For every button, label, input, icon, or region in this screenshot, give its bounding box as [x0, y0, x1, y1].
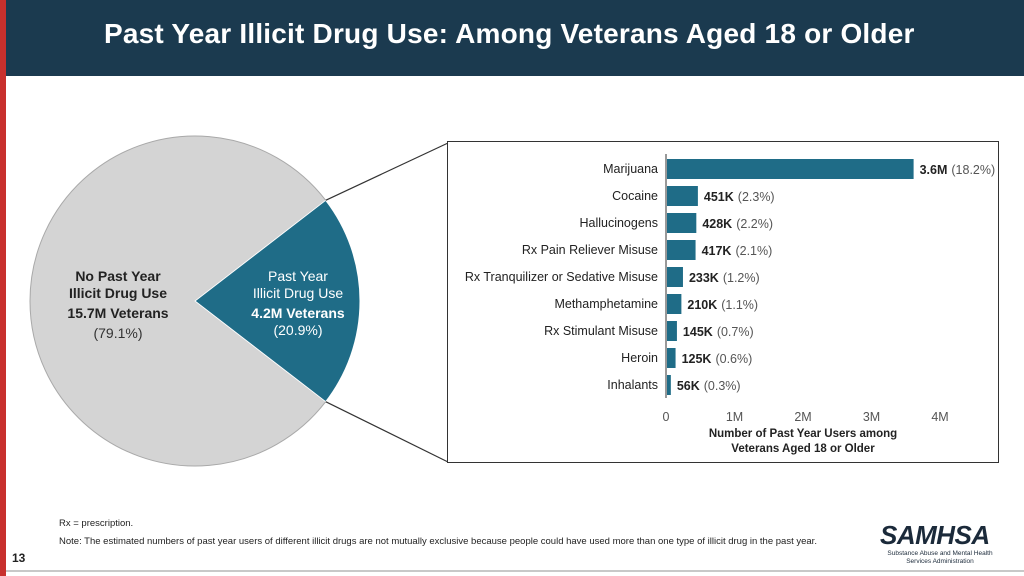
bar [667, 375, 671, 395]
x-tick-label: 2M [794, 410, 811, 424]
bar-percent-label: (1.1%) [721, 298, 758, 312]
pie-label-no-use-line2: Illicit Drug Use [69, 285, 167, 301]
bar [667, 267, 683, 287]
bar-percent-label: (1.2%) [723, 271, 760, 285]
bar [667, 159, 914, 179]
bar-percent-label: (0.3%) [704, 379, 741, 393]
bar-percent-label: (18.2%) [951, 163, 995, 177]
pie-label-use-line1: Past Year [268, 268, 328, 284]
x-tick-label: 1M [726, 410, 743, 424]
bar-value-label: 125K [682, 352, 712, 366]
bar [667, 186, 698, 206]
bar-value-label: 210K [687, 298, 717, 312]
bar-percent-label: (2.1%) [735, 244, 772, 258]
bar-category-label: Methamphetamine [554, 297, 658, 311]
x-tick-label: 4M [931, 410, 948, 424]
bottom-divider [6, 570, 1024, 572]
bar-category-label: Inhalants [607, 378, 658, 392]
bar-value-label: 417K [702, 244, 732, 258]
bar-data-label: 3.6M (18.2%) [920, 163, 996, 177]
bar-percent-label: (0.6%) [715, 352, 752, 366]
bar-data-label: 451K (2.3%) [704, 190, 775, 204]
bar-value-label: 56K [677, 379, 700, 393]
bar-value-label: 3.6M [920, 163, 948, 177]
x-tick-label: 0 [663, 410, 670, 424]
bar-value-label: 428K [702, 217, 732, 231]
slide-header: Past Year Illicit Drug Use: Among Vetera… [6, 0, 1024, 76]
pie-percent-no-use: (79.1%) [93, 325, 142, 341]
samhsa-logo: SAMHSA Substance Abuse and Mental Health… [880, 522, 1000, 570]
bar-category-label: Heroin [621, 351, 658, 365]
bar-value-label: 451K [704, 190, 734, 204]
page-title: Past Year Illicit Drug Use: Among Vetera… [104, 18, 915, 49]
logo-subtitle: Substance Abuse and Mental Health Servic… [887, 550, 993, 565]
bar-data-label: 145K (0.7%) [683, 325, 754, 339]
footnote-rx-definition: Rx = prescription. [59, 518, 134, 529]
bar-percent-label: (0.7%) [717, 325, 754, 339]
bar-data-label: 56K (0.3%) [677, 379, 741, 393]
bar [667, 294, 682, 314]
pie-value-use: 4.2M Veterans [251, 305, 345, 321]
pie-percent-use: (20.9%) [273, 322, 322, 338]
bar-data-label: 233K (1.2%) [689, 271, 760, 285]
footnote-note: Note: The estimated numbers of past year… [59, 536, 817, 547]
pie-slice-past-year-use [194, 199, 361, 403]
page-number: 13 [12, 551, 26, 565]
bar-category-label: Cocaine [612, 189, 658, 203]
bar-category-label: Rx Tranquilizer or Sedative Misuse [465, 270, 658, 284]
bar [667, 321, 677, 341]
bar-category-label: Rx Pain Reliever Misuse [522, 243, 658, 257]
bar-value-label: 233K [689, 271, 719, 285]
bar-percent-label: (2.2%) [736, 217, 773, 231]
bar [667, 213, 697, 233]
bar [667, 348, 676, 368]
pie-slice-no-use [29, 135, 327, 467]
logo-wordmark: SAMHSA [880, 520, 990, 550]
pie-value-no-use: 15.7M Veterans [67, 305, 168, 321]
bar-chart: Marijuana 3.6M (18.2%) Cocaine 451K (2.3%) Hal… [465, 154, 996, 455]
left-accent-bar [0, 0, 6, 576]
x-axis-title-line2: Veterans Aged 18 or Older [731, 443, 875, 455]
bar-percent-label: (2.3%) [738, 190, 775, 204]
bar-chart-panel: Marijuana 3.6M (18.2%) Cocaine 451K (2.3%) Hal… [447, 141, 999, 463]
pie-label-use-line2: Illicit Drug Use [253, 285, 343, 301]
bar [667, 240, 696, 260]
bar-category-label: Hallucinogens [579, 216, 658, 230]
x-axis-title-line1: Number of Past Year Users among [709, 428, 897, 440]
x-tick-label: 3M [863, 410, 880, 424]
pie-label-no-use-line1: No Past Year [75, 268, 161, 284]
bar-data-label: 210K (1.1%) [687, 298, 758, 312]
bar-data-label: 428K (2.2%) [702, 217, 773, 231]
bar-value-label: 145K [683, 325, 713, 339]
bar-category-label: Rx Stimulant Misuse [544, 324, 658, 338]
bar-data-label: 125K (0.6%) [682, 352, 753, 366]
bar-data-label: 417K (2.1%) [702, 244, 773, 258]
bar-category-label: Marijuana [603, 162, 658, 176]
